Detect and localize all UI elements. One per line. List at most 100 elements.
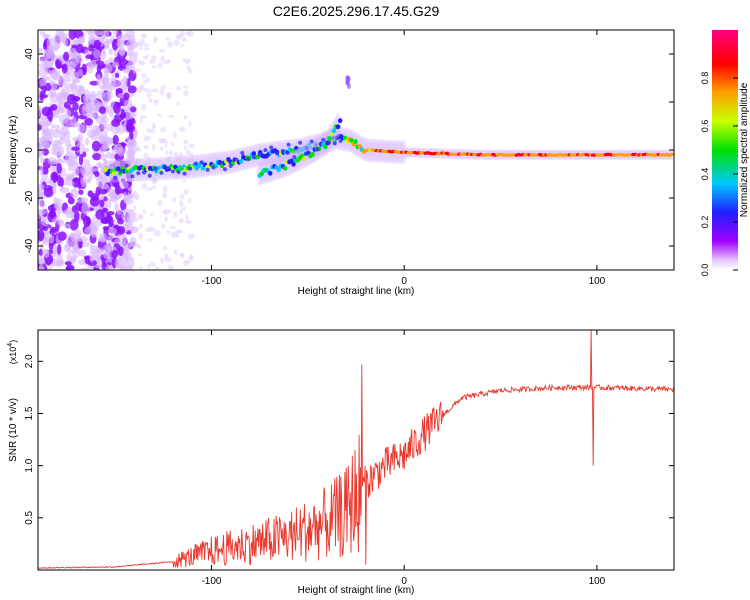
snr-ytick-label: 2.0 (24, 354, 35, 368)
noise-blob (88, 34, 96, 43)
ridge-point (337, 118, 343, 124)
noise-blob (38, 63, 47, 69)
noise-blob (50, 226, 57, 234)
snr-xtick-label: -100 (201, 576, 221, 587)
noise-blob (126, 119, 132, 131)
noise-blob (47, 234, 55, 244)
noise-blob (42, 34, 49, 40)
noise-blob (39, 165, 44, 176)
noise-blob (86, 170, 93, 182)
ridge-point (205, 167, 210, 172)
noise-blob (57, 231, 67, 241)
ridge-point (238, 158, 244, 164)
noise-blob (114, 184, 121, 195)
ridge-point (136, 171, 141, 176)
ridge-point (321, 137, 326, 142)
noise-blob (88, 44, 95, 52)
noise-blob (126, 135, 131, 148)
colorbar-ticks: 0.0 0.2 0.4 0.6 0.8 (700, 72, 738, 276)
snr-multiplier-base: (x10 (8, 347, 18, 365)
noise-blob (138, 232, 143, 240)
noise-blob (160, 55, 165, 63)
noise-blob (49, 79, 55, 86)
noise-blob (124, 251, 132, 263)
noise-blob (84, 30, 93, 34)
noise-blob (153, 99, 159, 103)
noise-blob (62, 209, 73, 215)
ridge-point (276, 167, 281, 173)
ridge-point (200, 165, 206, 171)
noise-blob (99, 177, 108, 184)
ridge-point (268, 170, 273, 176)
noise-blob (183, 139, 188, 145)
snr-ytick-label: 1.0 (24, 458, 35, 472)
noise-blob (128, 38, 136, 44)
noise-blob (130, 106, 137, 113)
noise-blob (63, 76, 72, 83)
noise-blob (132, 44, 137, 49)
noise-blob (38, 197, 44, 204)
noise-blob (38, 124, 42, 131)
noise-blob (148, 59, 156, 64)
noise-blob (65, 109, 72, 118)
noise-blob (59, 172, 68, 177)
noise-blob (151, 88, 159, 93)
noise-blob (112, 79, 117, 84)
noise-blob (67, 60, 73, 66)
noise-blob (114, 202, 119, 212)
noise-blob (74, 201, 83, 212)
ridge-point (217, 161, 222, 166)
noise-blob (146, 186, 154, 191)
noise-blob (53, 145, 61, 150)
snr-line-path (38, 330, 674, 569)
noise-blob (187, 58, 191, 64)
noise-blob (103, 196, 108, 202)
noise-blob (72, 178, 81, 183)
noise-blob (132, 190, 138, 196)
noise-blob (124, 98, 133, 111)
figure-title: C2E6.2025.296.17.45.G29 (273, 3, 440, 19)
noise-blob (183, 188, 190, 196)
noise-blob (102, 139, 109, 152)
noise-blob (138, 60, 144, 65)
noise-blob (167, 40, 174, 48)
noise-blob (39, 31, 46, 36)
ridge-point (199, 160, 204, 165)
noise-blob (138, 265, 143, 270)
ridge-point (329, 131, 334, 137)
noise-blob (184, 219, 192, 225)
noise-blob (143, 135, 151, 142)
noise-blob (143, 46, 150, 52)
noise-blob (52, 172, 58, 184)
noise-blob (65, 239, 72, 251)
noise-blob (107, 227, 118, 235)
noise-blob (56, 254, 64, 266)
noise-blob (188, 143, 196, 148)
noise-blob (51, 124, 57, 129)
noise-blob (68, 30, 77, 40)
noise-blob (100, 30, 109, 40)
ridge-point (327, 140, 332, 145)
noise-blob (79, 241, 84, 248)
noise-blob (112, 134, 119, 146)
noise-blob (139, 115, 147, 120)
colorbar-gradient (712, 30, 738, 270)
ridge-point (159, 170, 164, 175)
colorbar-tick-label: 0.2 (700, 216, 710, 229)
noise-blob (175, 233, 180, 238)
spectrogram-ytick-label: 40 (24, 48, 35, 60)
noise-blob (65, 180, 75, 187)
noise-blob (48, 208, 56, 220)
noise-blob (38, 208, 47, 215)
noise-blob (116, 226, 126, 235)
noise-blob (54, 106, 64, 115)
noise-blob (83, 147, 90, 153)
noise-blob (165, 256, 172, 263)
noise-blob (123, 92, 130, 101)
noise-blob (151, 144, 156, 152)
noise-blob (100, 118, 107, 131)
noise-blob (170, 141, 175, 147)
noise-blob (154, 229, 161, 237)
noise-blob (125, 265, 133, 270)
noise-blob (68, 48, 78, 59)
